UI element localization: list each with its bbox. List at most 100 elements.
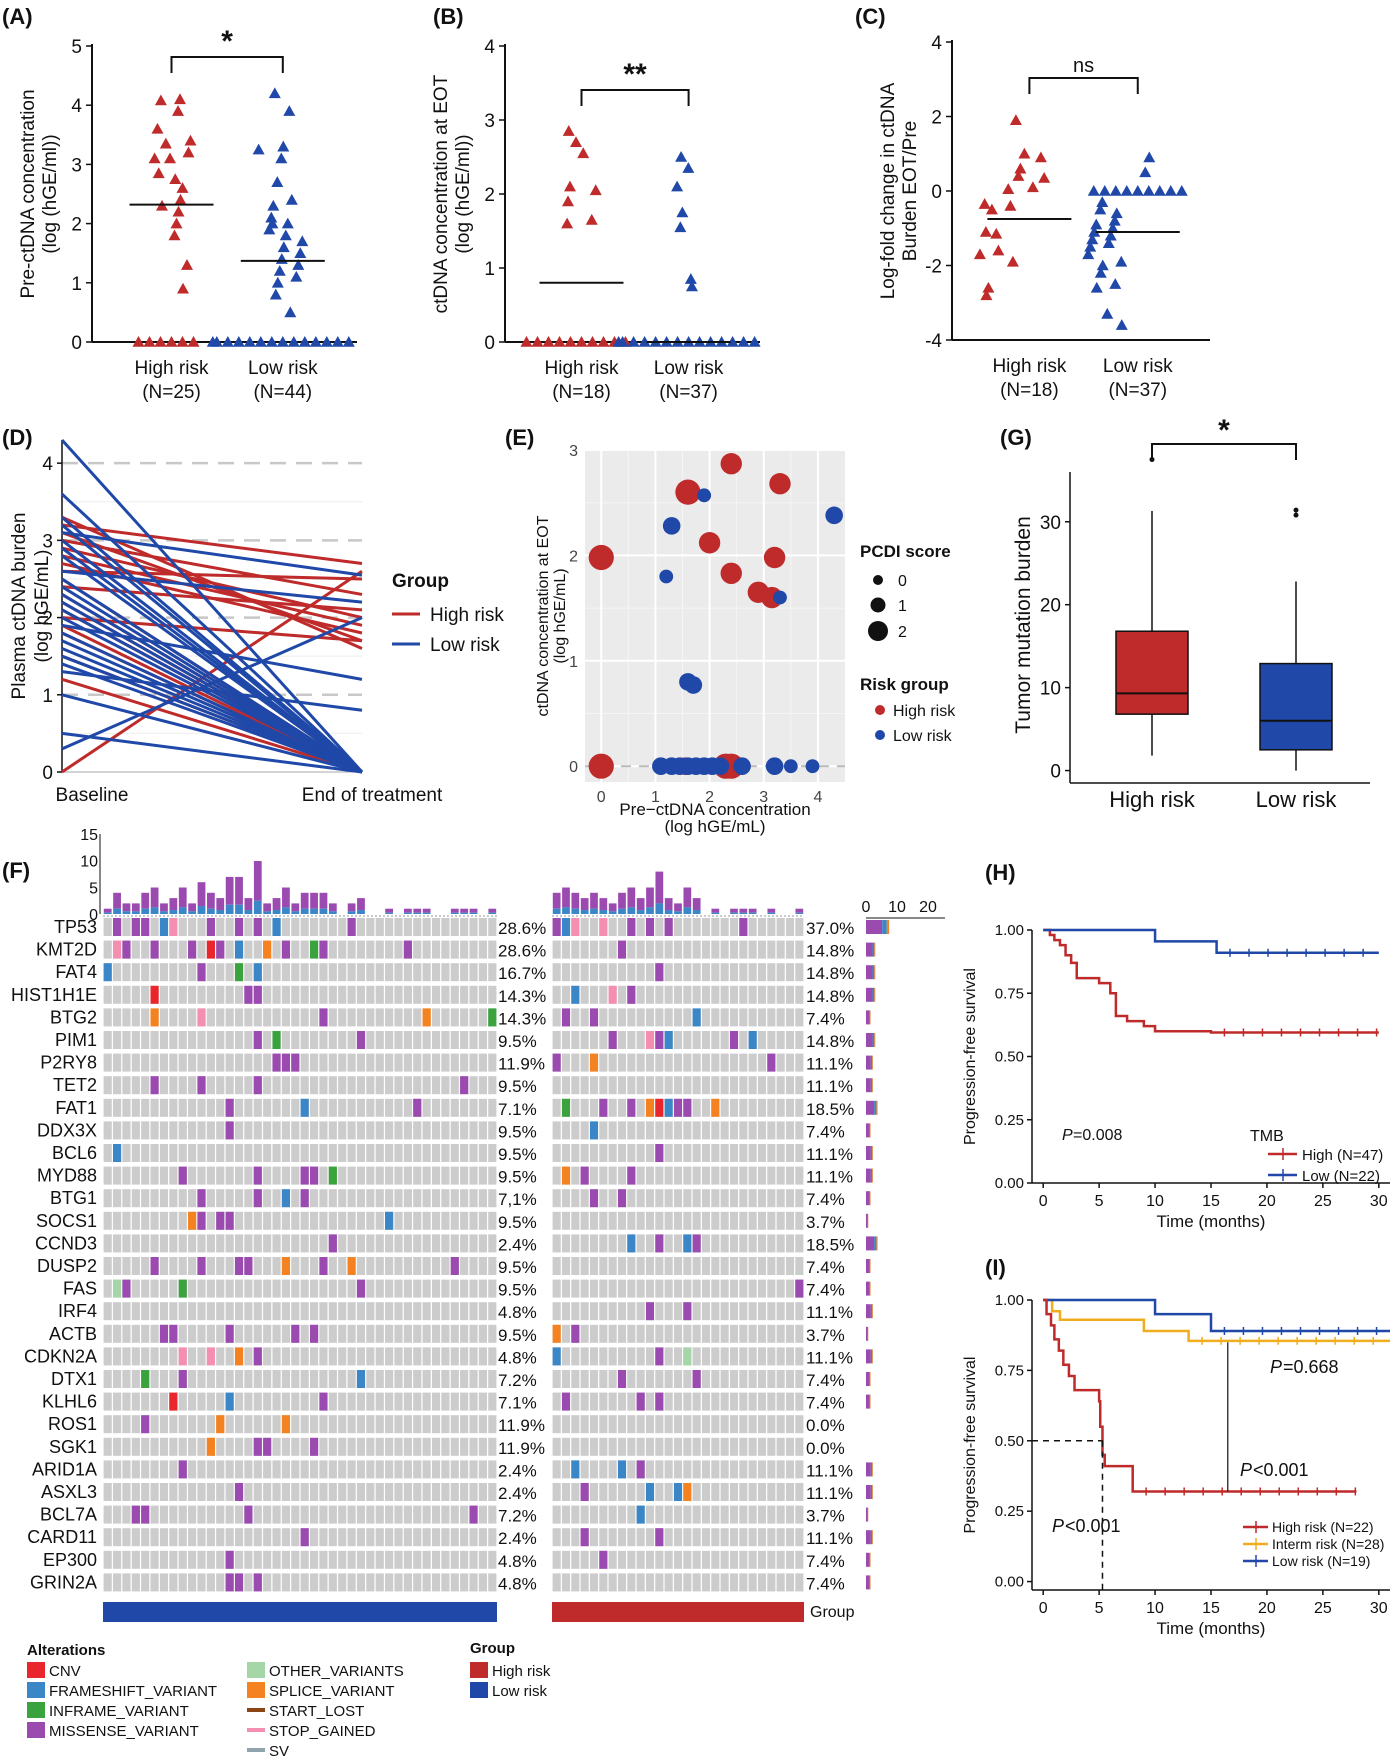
oncoprint-cell bbox=[216, 1031, 225, 1049]
y-tick-label: 0.75 bbox=[995, 985, 1024, 1002]
oncoprint-cell bbox=[159, 1144, 169, 1162]
oncoprint-cell bbox=[580, 1550, 589, 1569]
top-bar bbox=[590, 892, 598, 909]
oncoprint-cell bbox=[413, 1528, 422, 1547]
oncoprint-cell bbox=[469, 1121, 478, 1140]
oncoprint-cell bbox=[347, 1460, 356, 1479]
oncoprint-cell bbox=[422, 1031, 431, 1049]
oncoprint-cell bbox=[131, 1302, 140, 1321]
oncoprint-cell bbox=[197, 1483, 206, 1501]
oncoprint-cell bbox=[394, 1166, 403, 1185]
oncoprint-cell bbox=[488, 1415, 497, 1434]
oncoprint-cell bbox=[188, 1076, 197, 1095]
oncoprint-cell bbox=[571, 1257, 580, 1275]
oncoprint-cell bbox=[403, 918, 412, 936]
alteration-cell bbox=[253, 1573, 262, 1592]
oncoprint-cell bbox=[692, 1573, 701, 1592]
x-axis-label: Time (months) bbox=[1157, 1619, 1266, 1638]
oncoprint-cell bbox=[776, 1121, 785, 1140]
oncoprint-cell bbox=[328, 1302, 337, 1321]
oncoprint-cell bbox=[701, 1392, 711, 1411]
oncoprint-cell bbox=[645, 1573, 655, 1592]
oncoprint-cell bbox=[141, 1211, 150, 1230]
oncoprint-cell bbox=[599, 1302, 608, 1321]
oncoprint-cell bbox=[263, 1550, 272, 1569]
oncoprint-cell bbox=[253, 1550, 262, 1569]
gene-count-bar bbox=[869, 1123, 871, 1138]
oncoprint-cell bbox=[263, 1257, 272, 1275]
oncoprint-cell bbox=[112, 1370, 122, 1388]
low-risk-percent: 9.5% bbox=[498, 1145, 537, 1164]
oncoprint-cell bbox=[729, 1098, 739, 1117]
alteration-cell bbox=[580, 1528, 589, 1547]
data-point bbox=[698, 532, 721, 554]
oncoprint-cell bbox=[375, 1573, 384, 1592]
oncoprint-cell bbox=[599, 1279, 608, 1298]
oncoprint-cell bbox=[469, 1550, 478, 1569]
gene-count-bar bbox=[872, 1146, 873, 1160]
oncoprint-cell bbox=[673, 1121, 683, 1140]
oncoprint-cell bbox=[636, 1166, 645, 1185]
oncoprint-cell bbox=[413, 1460, 422, 1479]
oncoprint-cell bbox=[460, 1347, 469, 1366]
oncoprint-cell bbox=[122, 963, 131, 982]
oncoprint-cell bbox=[720, 1550, 729, 1569]
oncoprint-cell bbox=[627, 1415, 636, 1434]
top-bar bbox=[206, 908, 215, 914]
oncoprint-cell bbox=[309, 1483, 319, 1501]
oncoprint-cell bbox=[347, 1166, 356, 1185]
size-legend-label: 0 bbox=[898, 573, 907, 590]
oncoprint-cell bbox=[150, 1144, 159, 1162]
data-point bbox=[769, 473, 791, 495]
gene-count-bar bbox=[872, 1485, 873, 1499]
oncoprint-cell bbox=[300, 1257, 309, 1275]
oncoprint-cell bbox=[206, 1505, 215, 1524]
oncoprint-cell bbox=[478, 1166, 488, 1185]
y-tick-label: 0.00 bbox=[995, 1175, 1024, 1192]
oncoprint-cell bbox=[785, 918, 795, 936]
top-bar bbox=[469, 912, 478, 914]
gene-label: DTX1 bbox=[51, 1369, 97, 1389]
oncoprint-cell bbox=[366, 1550, 375, 1569]
oncoprint-cell bbox=[561, 1505, 571, 1524]
oncoprint-cell bbox=[216, 1008, 225, 1027]
oncoprint-cell bbox=[141, 1098, 150, 1117]
alteration-cell bbox=[561, 1008, 571, 1027]
oncoprint-cell bbox=[729, 1144, 739, 1162]
oncoprint-cell bbox=[469, 1370, 478, 1388]
top-bar bbox=[206, 892, 215, 909]
oncoprint-cell bbox=[757, 1483, 767, 1501]
alteration-cell bbox=[413, 1098, 422, 1117]
oncoprint-cell bbox=[720, 1121, 729, 1140]
data-point bbox=[1120, 185, 1133, 196]
data-point bbox=[292, 259, 305, 270]
oncoprint-cell bbox=[767, 1483, 776, 1501]
oncoprint-cell bbox=[150, 1460, 159, 1479]
oncoprint-cell bbox=[291, 1257, 300, 1275]
oncoprint-cell bbox=[739, 1573, 748, 1592]
oncoprint-cell bbox=[234, 1144, 244, 1162]
alteration-cell bbox=[645, 1302, 655, 1321]
data-point bbox=[1102, 237, 1115, 248]
x-tick-label: 5 bbox=[1095, 1600, 1104, 1617]
high-risk-percent: 7.4% bbox=[806, 1190, 845, 1209]
oncoprint-cell bbox=[720, 1189, 729, 1208]
oncoprint-cell bbox=[159, 1460, 169, 1479]
oncoprint-cell bbox=[169, 985, 178, 1004]
data-point bbox=[1104, 229, 1117, 241]
oncoprint-cell bbox=[366, 1189, 375, 1208]
data-point bbox=[1088, 225, 1101, 237]
top-bar bbox=[113, 892, 121, 909]
panel-label: (E) bbox=[505, 425, 534, 450]
oncoprint-cell bbox=[683, 1257, 692, 1275]
oncoprint-cell bbox=[488, 1279, 497, 1298]
oncoprint-cell bbox=[112, 1324, 122, 1343]
oncoprint-cell bbox=[748, 1302, 757, 1321]
oncoprint-cell bbox=[103, 1324, 112, 1343]
low-risk-percent: 28.6% bbox=[498, 942, 546, 961]
oncoprint-cell bbox=[599, 1347, 608, 1366]
oncoprint-cell bbox=[720, 1076, 729, 1095]
oncoprint-cell bbox=[627, 1324, 636, 1343]
oncoprint-cell bbox=[253, 940, 262, 959]
oncoprint-cell bbox=[356, 1008, 366, 1027]
